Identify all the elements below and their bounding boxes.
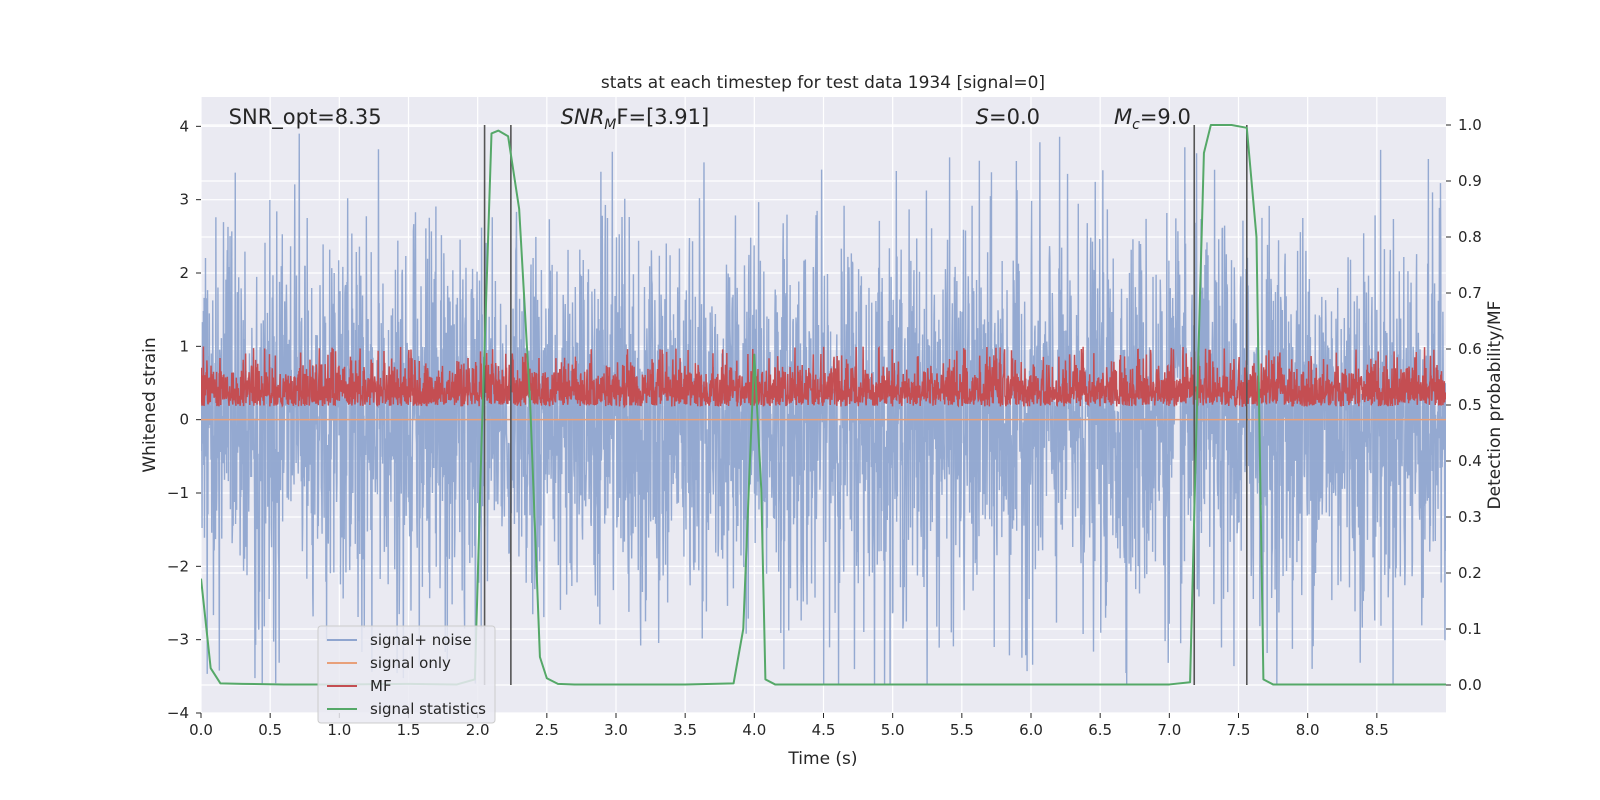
legend: signal+ noise signal only MF signal statist…	[317, 625, 496, 724]
y2-axis-ticks: 0.0 0.1 0.2 0.3 0.4 0.5 0.6 0.7 0.8 0.9 1.0	[1446, 116, 1482, 694]
x-axis-ticks: 0.0 0.5 1.0 1.5 2.0 2.5 3.0 3.5 4.0 4.5 5.0 5.5 6.0 6…	[189, 713, 1389, 739]
y2-tick-label: 0.7	[1458, 284, 1482, 302]
y2-tick-label: 0.6	[1458, 340, 1482, 358]
annotation-snr-mf: SNRMF=[3.91]	[561, 105, 710, 133]
x-tick-label: 0.0	[189, 721, 213, 739]
chart-title: stats at each timestep for test data 193…	[601, 73, 1045, 93]
y-tick-label: −3	[167, 631, 189, 649]
y2-axis-label: Detection probability/MF	[1485, 301, 1505, 510]
x-tick-label: 2.5	[535, 721, 559, 739]
y-tick-label: 3	[179, 191, 189, 209]
vertical-markers	[483, 125, 1248, 685]
y-axis-ticks: −4 −3 −2 −1 0 1 2 3 4	[167, 117, 201, 722]
legend-label: signal only	[370, 654, 451, 672]
legend-label: MF	[370, 677, 392, 695]
x-tick-label: 3.0	[604, 721, 628, 739]
x-tick-label: 7.0	[1157, 721, 1181, 739]
x-tick-label: 2.0	[466, 721, 490, 739]
y-tick-label: 0	[179, 411, 189, 429]
y-tick-label: 1	[179, 337, 189, 355]
annotation-mc-value: Mc=9.0	[1114, 105, 1191, 133]
x-tick-label: 6.5	[1088, 721, 1112, 739]
legend-box	[317, 625, 496, 724]
annotations: SNR_opt=8.35 SNRMF=[3.91] S=0.0 Mc=9.0	[229, 105, 1191, 133]
x-tick-label: 8.5	[1365, 721, 1389, 739]
data-series	[201, 124, 1446, 686]
x-tick-label: 7.5	[1227, 721, 1251, 739]
x-tick-label: 3.5	[673, 721, 697, 739]
signal-noise-line	[201, 133, 1446, 684]
y-axis-label: Whitened strain	[140, 337, 160, 472]
x-tick-label: 1.5	[397, 721, 421, 739]
y-tick-label: 2	[179, 264, 189, 282]
x-axis-label: Time (s)	[787, 749, 857, 769]
y-tick-label: −2	[167, 557, 189, 575]
y2-tick-label: 0.5	[1458, 396, 1482, 414]
x-tick-label: 8.0	[1296, 721, 1320, 739]
x-tick-label: 0.5	[258, 721, 282, 739]
y2-tick-label: 0.9	[1458, 172, 1482, 190]
x-tick-label: 1.0	[327, 721, 351, 739]
y-tick-label: −1	[167, 484, 189, 502]
x-tick-label: 5.5	[950, 721, 974, 739]
y2-tick-label: 0.1	[1458, 620, 1482, 638]
y2-tick-label: 0.2	[1458, 564, 1482, 582]
mf-line	[201, 345, 1446, 409]
x-tick-label: 6.0	[1019, 721, 1043, 739]
y2-tick-label: 0.4	[1458, 452, 1482, 470]
series-mf	[201, 345, 1446, 409]
x-tick-label: 4.0	[742, 721, 766, 739]
legend-label: signal+ noise	[370, 631, 472, 649]
y2-tick-label: 0.3	[1458, 508, 1482, 526]
y2-tick-label: 0.0	[1458, 676, 1482, 694]
y-tick-label: −4	[167, 704, 189, 722]
series-signal-noise	[201, 133, 1446, 684]
annotation-s-value: S=0.0	[976, 105, 1040, 129]
y2-tick-label: 1.0	[1458, 116, 1482, 134]
annotation-snr-opt: SNR_opt=8.35	[229, 105, 382, 130]
x-tick-label: 5.0	[881, 721, 905, 739]
y2-tick-label: 0.8	[1458, 228, 1482, 246]
legend-label: signal statistics	[370, 700, 486, 718]
x-tick-label: 4.5	[812, 721, 836, 739]
y-tick-label: 4	[179, 117, 189, 135]
